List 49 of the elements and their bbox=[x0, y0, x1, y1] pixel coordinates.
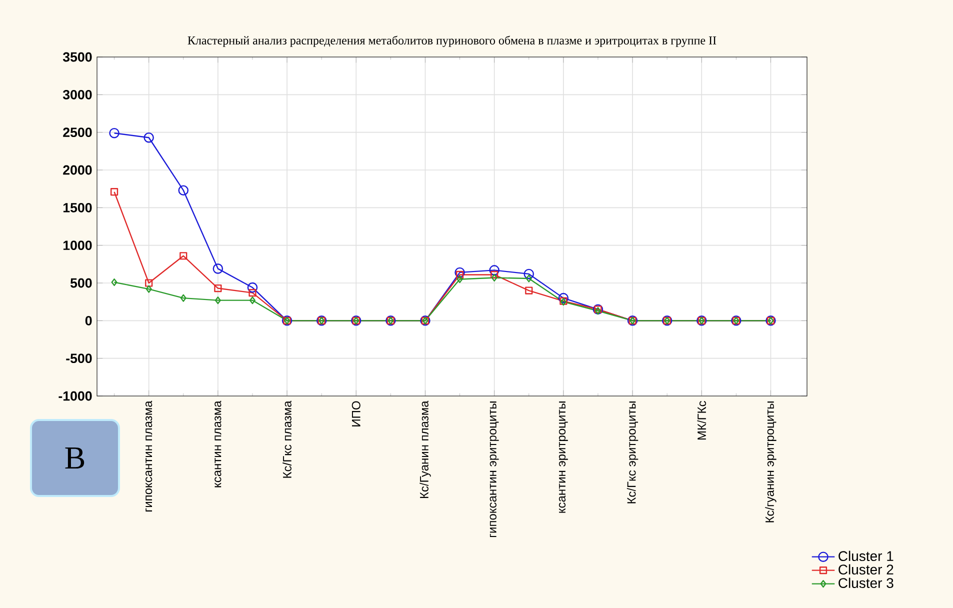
text: В bbox=[65, 448, 84, 469]
point bbox=[490, 270, 498, 279]
x-tick-label: гипоксантин эритроциты bbox=[490, 402, 499, 538]
y-tick-label: -500 bbox=[66, 354, 92, 364]
point bbox=[524, 268, 534, 280]
point bbox=[248, 288, 256, 297]
point bbox=[454, 267, 465, 278]
x-tick-label: ксантин эритроциты bbox=[558, 402, 568, 513]
x-tick-label: гипоксантин плазма bbox=[146, 400, 152, 512]
point bbox=[180, 252, 188, 260]
point bbox=[214, 284, 222, 292]
point bbox=[109, 128, 120, 138]
point bbox=[212, 264, 224, 274]
x-tick-label: Кс/Гуанин плазма bbox=[420, 400, 431, 498]
point bbox=[145, 279, 153, 287]
x-tick-label: ИПО bbox=[352, 401, 360, 426]
legend-label: Cluster 3 bbox=[838, 578, 894, 588]
point bbox=[525, 286, 533, 294]
point bbox=[456, 270, 464, 279]
y-tick-label: -1000 bbox=[58, 391, 92, 401]
y-tick-label: 0 bbox=[85, 316, 92, 326]
point bbox=[558, 292, 569, 304]
y-tick-label: 1500 bbox=[63, 202, 92, 212]
point bbox=[249, 296, 256, 304]
y-tick-label: 2000 bbox=[63, 165, 92, 175]
y-tick-label: 3000 bbox=[62, 90, 92, 100]
legend-label: Cluster 2 bbox=[838, 564, 894, 575]
point bbox=[247, 282, 258, 293]
x-tick-label: Кс/Гкс плазма bbox=[282, 400, 292, 478]
point bbox=[214, 296, 221, 304]
chart-title: Кластерный анализ распределения метаболитов пуринового обмена в плазме и эритроцитах в группе II bbox=[188, 36, 716, 47]
point bbox=[180, 294, 186, 302]
x-tick-label: Кс/гуанин эритроциты bbox=[765, 402, 776, 522]
point bbox=[146, 285, 152, 293]
legend-label: Cluster 1 bbox=[838, 550, 894, 562]
point bbox=[489, 265, 500, 276]
point bbox=[491, 274, 498, 282]
point bbox=[144, 132, 154, 143]
y-tick-label: 2500 bbox=[63, 128, 92, 138]
point bbox=[526, 274, 532, 282]
x-tick-label: Кс/Гкс эритроциты bbox=[626, 402, 638, 504]
point bbox=[178, 185, 189, 196]
x-tick-label: МК/ГКс bbox=[697, 401, 706, 440]
y-tick-label: 500 bbox=[70, 278, 92, 288]
x-tick-label: ксантин плазма bbox=[214, 400, 222, 488]
y-tick-label: 3500 bbox=[62, 52, 92, 62]
point bbox=[110, 188, 118, 196]
point bbox=[456, 275, 463, 284]
y-tick-label: 1000 bbox=[63, 240, 92, 250]
